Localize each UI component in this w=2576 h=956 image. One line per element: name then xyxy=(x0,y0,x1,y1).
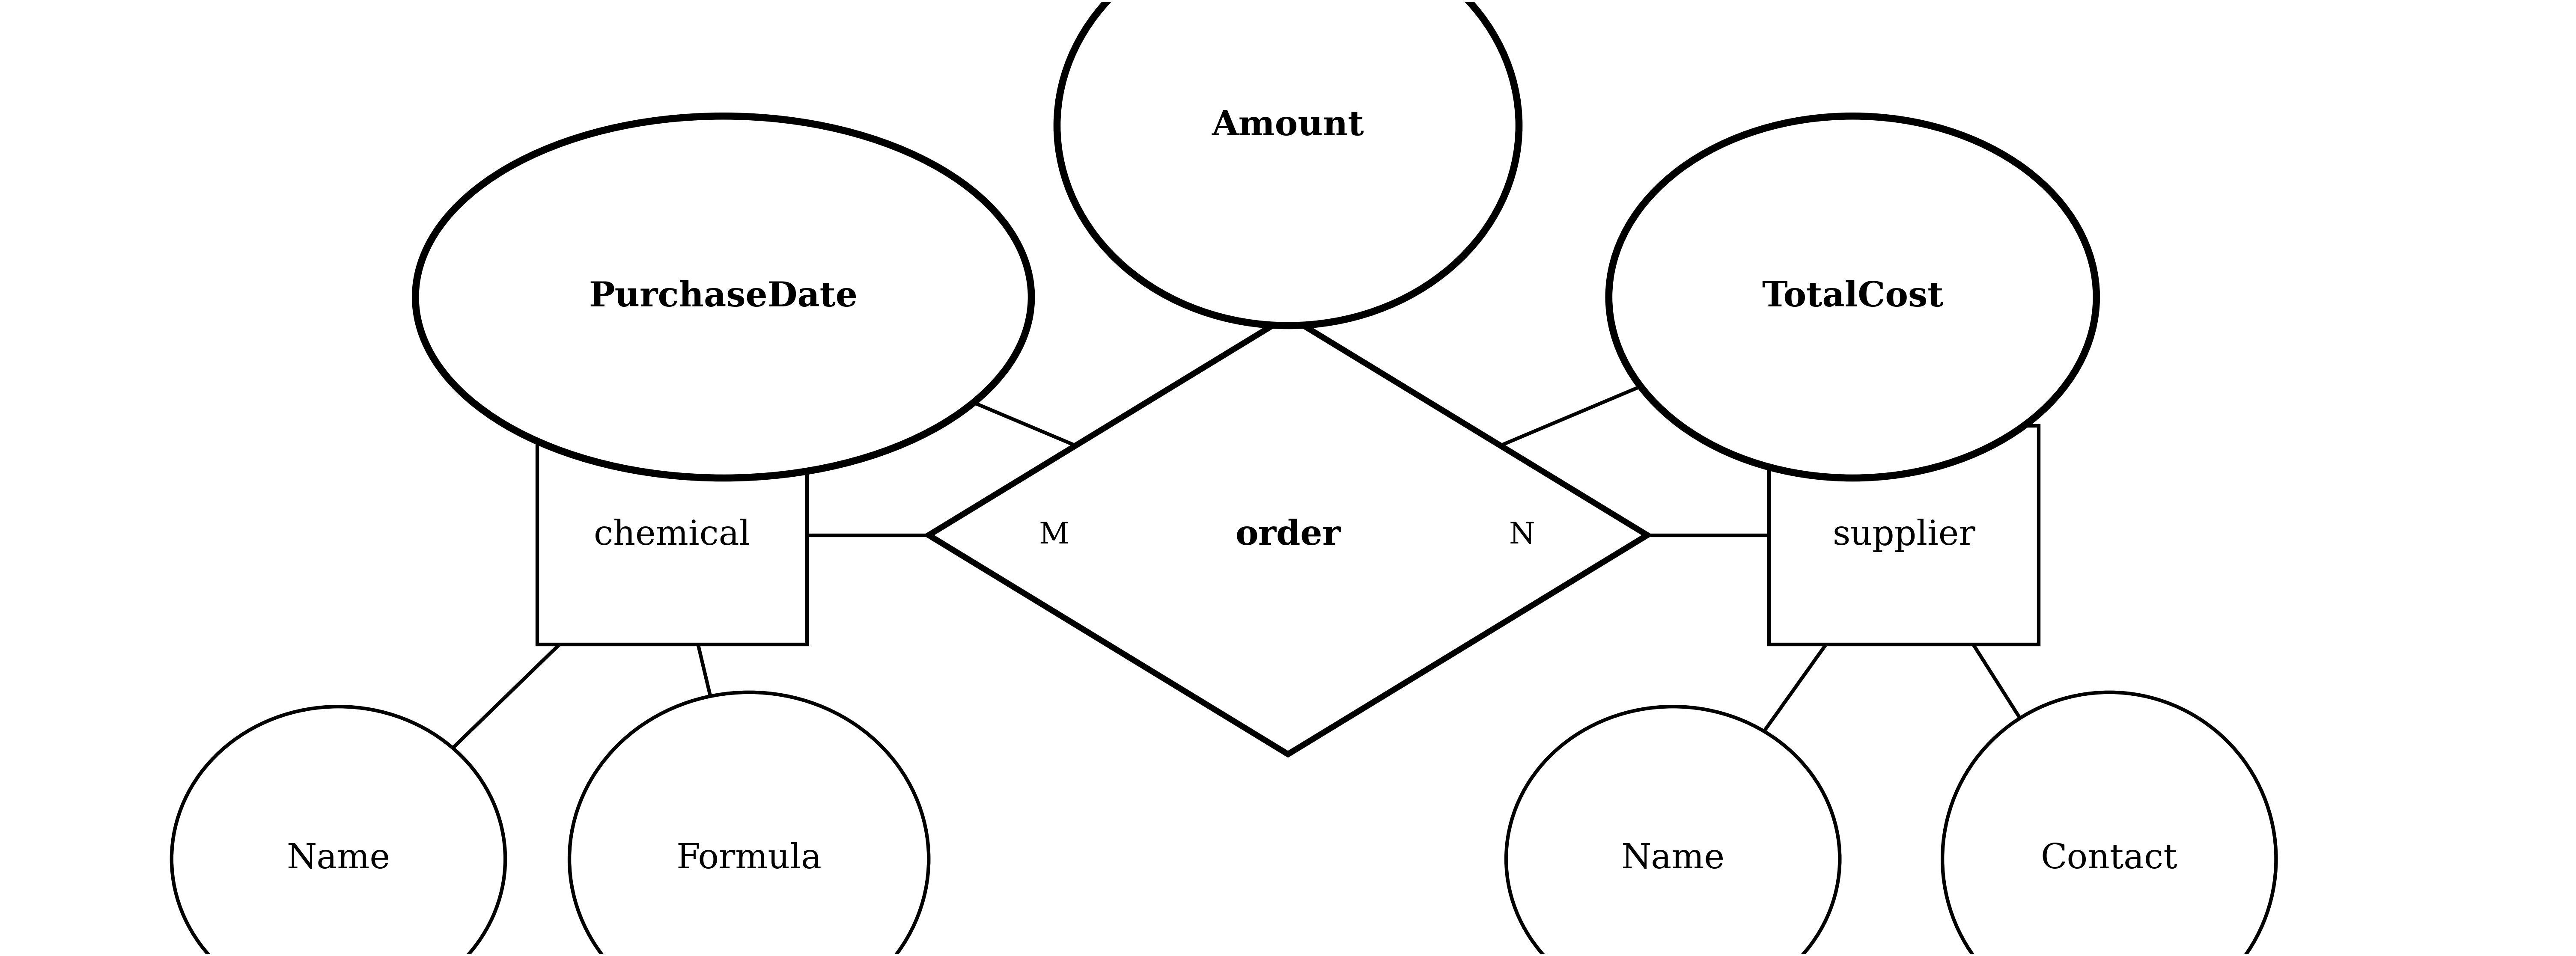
Polygon shape xyxy=(930,316,1646,754)
Ellipse shape xyxy=(1942,692,2277,956)
Text: PurchaseDate: PurchaseDate xyxy=(590,280,858,314)
Ellipse shape xyxy=(415,116,1030,478)
Ellipse shape xyxy=(173,706,505,956)
Ellipse shape xyxy=(1507,706,1839,956)
Ellipse shape xyxy=(1610,116,2097,478)
Text: Name: Name xyxy=(286,842,392,876)
Bar xyxy=(1770,425,2038,644)
Text: Amount: Amount xyxy=(1211,109,1365,142)
Text: Contact: Contact xyxy=(2040,842,2177,876)
Text: order: order xyxy=(1236,518,1340,552)
Text: Formula: Formula xyxy=(677,842,822,876)
Text: M: M xyxy=(1038,521,1069,550)
Text: TotalCost: TotalCost xyxy=(1762,280,1942,314)
Text: chemical: chemical xyxy=(595,518,750,552)
Text: Name: Name xyxy=(1620,842,1726,876)
Text: supplier: supplier xyxy=(1832,518,1976,552)
Bar xyxy=(538,425,806,644)
Ellipse shape xyxy=(1056,0,1520,326)
Ellipse shape xyxy=(569,692,930,956)
Text: N: N xyxy=(1510,521,1535,550)
